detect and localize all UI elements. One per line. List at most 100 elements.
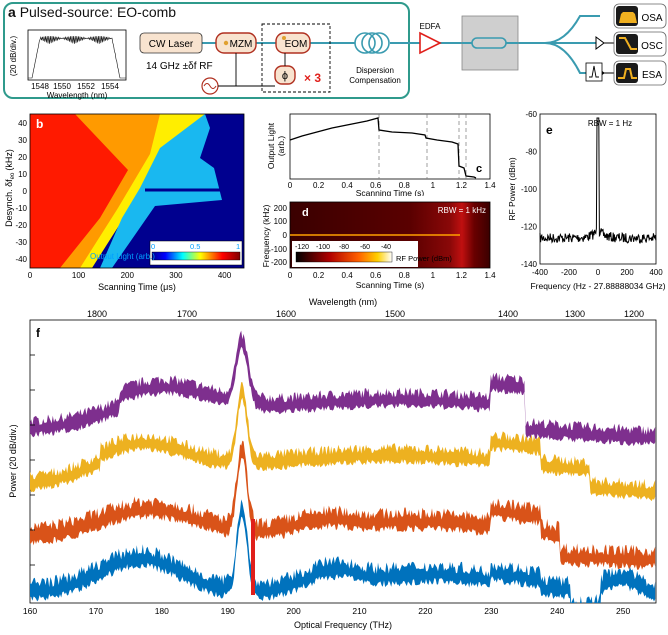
panel-b-ticks: 0 100 200 300 400 40 30 20 10 0 -10 -20 … [15,119,231,280]
d-ytick: 200 [274,204,288,213]
phase-symbol: ϕ [282,70,288,82]
dispersion-label-1: Dispersion [356,66,394,75]
b-ytick: -20 [15,221,27,230]
panel-e-ylabel: RF Power (dBm) [507,157,517,220]
f-xtick: 250 [616,606,630,616]
colorbar-b [151,251,241,261]
inset-tick-1552: 1552 [77,82,95,91]
d-colorbar [295,251,393,263]
esa-label: ESA [642,70,662,81]
d-ytick: 100 [274,217,288,226]
b-ytick: 40 [18,119,27,128]
d-cbar-tick: -80 [339,244,349,251]
fiber-osa [544,15,600,44]
filter-icon [589,65,599,78]
f-xtick: 160 [23,606,37,616]
f-yticks [30,354,35,566]
f-trace-orange [30,440,656,570]
f-xtick: 240 [550,606,564,616]
eom-dot [282,36,286,40]
e-xtick: -400 [532,268,549,277]
d-cbar-tick: -40 [381,244,391,251]
e-xtick: 0 [596,268,601,277]
osc-label: OSC [641,41,663,52]
f-top-tick: 1800 [87,309,107,319]
b-xtick: 300 [169,271,183,280]
spool-loop-3 [368,32,390,54]
panel-a-frame [3,2,410,99]
edfa-label: EDFA [420,22,442,31]
spool-loop-1 [354,32,376,54]
d-ytick: -100 [271,245,288,254]
inset-tick-1550: 1550 [53,82,71,91]
d-ytick: 0 [283,231,288,240]
b-ytick: -40 [15,255,27,264]
d-xtick: 1.4 [484,271,496,280]
esa-trace-icon [618,68,637,79]
inset-xlabel: Wavelength (nm) [47,91,108,100]
d-xtick: 1 [431,271,436,280]
e-ytick: -80 [525,148,537,157]
panel-f-letter: f [36,326,41,340]
panel-e: e RBW = 1 Hz -60 -80 -100 -120 -140 -400… [507,110,666,291]
spool-loop-2 [361,32,383,54]
d-colorbar-label: RF Power (dBm) [396,254,452,263]
b-xtick: 100 [72,271,86,280]
c-xtick: 1 [431,181,436,190]
d-xtick: 0.6 [370,271,382,280]
panel-c-ylabel-1: Output Light [266,122,276,169]
f-trace-purple [30,330,656,447]
e-ytick: -120 [521,223,538,232]
panel-f-ylabel: Power (20 dB/div.) [8,424,18,497]
colorbar-b-tick-05: 0.5 [190,242,200,251]
osc-trace-icon [619,37,637,50]
c-xtick: 0.2 [313,181,325,190]
colorbar-b-tick-1: 1 [236,242,240,251]
e-ytick: -140 [521,260,538,269]
inset-tick-1554: 1554 [101,82,119,91]
panel-f: f Wavelength (nm) 1800 1700 1600 1500 14… [8,297,657,630]
panel-e-letter: e [546,123,553,137]
panel-c-axes [289,113,491,180]
c-xtick: 0 [288,181,293,190]
eom-group-box [261,23,331,93]
inset-ylabel: (20 dB/div.) [9,36,18,77]
d-xtick: 0 [288,271,293,280]
panel-b-letter: b [36,117,43,131]
c-xtick: 0.4 [342,181,354,190]
b-ytick: 30 [18,136,27,145]
f-xtick: 190 [221,606,235,616]
panel-d-letter: d [302,207,309,219]
mzm-dot [223,40,229,46]
cw-laser-box [139,32,203,54]
b-ytick: -30 [15,238,27,247]
panel-b-xlabel: Scanning Time (μs) [98,282,176,292]
e-xtick: 200 [620,268,634,277]
f-top-tick: 1600 [276,309,296,319]
panel-d: d RBW = 1 kHz -120 -100 -80 -60 -40 RF P… [262,201,496,290]
f-xtick: 220 [418,606,432,616]
panel-e-rbw: RBW = 1 Hz [588,119,632,128]
e-rf-spectrum [539,117,657,244]
rf-line-mzm [218,53,237,87]
f-trace-yellow [30,382,656,502]
b-ytick: 10 [18,170,27,179]
f-xtick: 170 [89,606,103,616]
panel-c-xlabel: Scanning Time (s) [356,188,425,196]
panel-c: c 0 0.2 0.4 0.6 0.8 1 1.2 1.4 Scanning T… [266,113,496,196]
panel-a-letter: a [8,4,16,20]
osa-spectrum-icon [619,12,637,23]
inset-spectrum [28,35,126,79]
eom-label: EOM [285,39,308,50]
b-ytick: -10 [15,204,27,213]
panel-c-letter: c [476,163,482,175]
b-ylabel-main: Desynch. δf [4,179,14,227]
c-xtick: 0.8 [399,181,411,190]
sine-icon [203,83,217,89]
panel-a-title: a Pulsed-source: EO-comb [8,4,176,20]
d-xtick: 0.8 [399,271,411,280]
d-cbar-tick: -120 [295,244,309,251]
colorbar-b-label: Output Light (arb.) [90,252,155,261]
c-output-trace [289,117,477,179]
c-xtick: 1.2 [456,181,468,190]
